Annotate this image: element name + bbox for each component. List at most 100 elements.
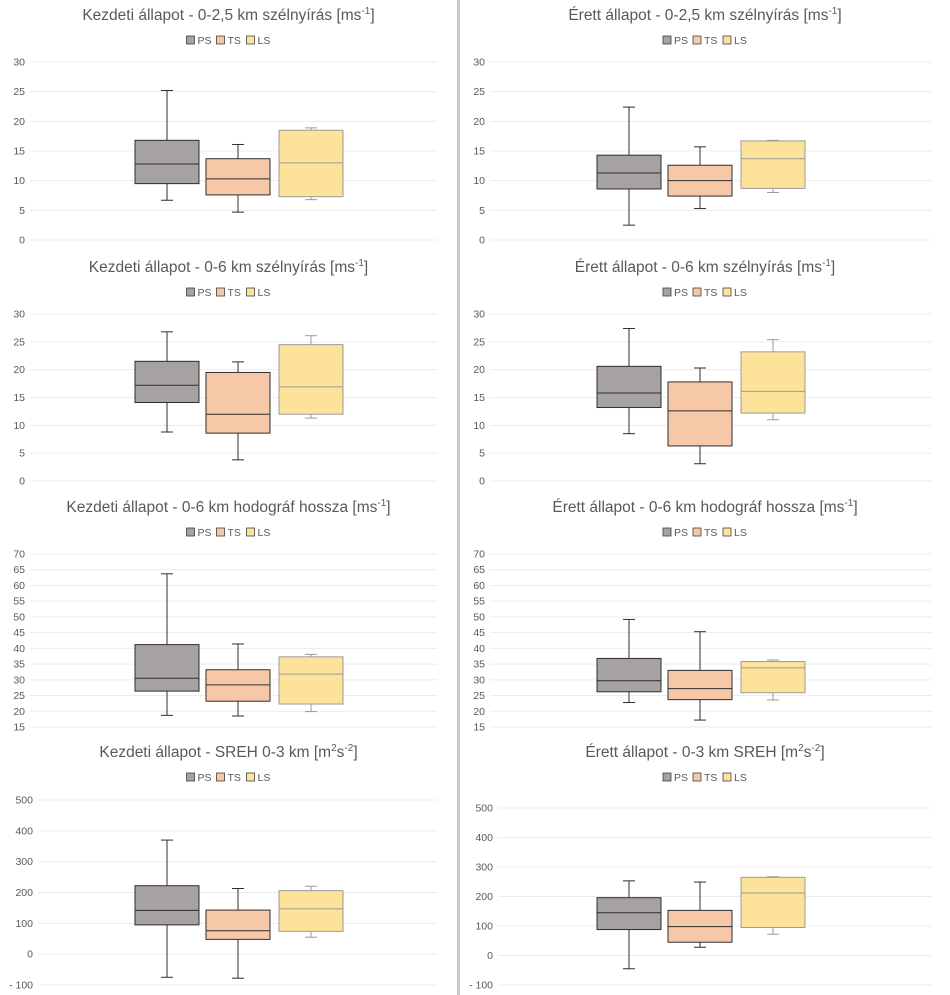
y-tick-label: 5 — [479, 205, 485, 217]
box-body — [205, 371, 271, 434]
legend-swatch-ts — [216, 772, 225, 782]
y-tick-label: 0 — [487, 950, 493, 962]
box-ts — [667, 881, 733, 948]
y-tick-label: 0 — [27, 949, 33, 961]
legend-label-ps: PS — [198, 35, 212, 47]
y-tick-label: 25 — [13, 86, 25, 98]
box-body — [134, 885, 200, 926]
box-ps — [596, 106, 662, 226]
y-tick-label: 60 — [13, 580, 25, 592]
legend: PS TS LS — [186, 287, 271, 299]
box-ps — [134, 839, 200, 978]
box-chart-2: Érett állapot - 0-2,5 km szélnyírás [ms-… — [473, 6, 932, 247]
box-chart-6: Érett állapot - 0-6 km hodográf hossza [… — [473, 498, 932, 734]
box-ls — [278, 885, 344, 938]
legend-swatch-ps — [186, 287, 195, 297]
legend-label-ts: TS — [228, 35, 241, 47]
box-body — [134, 644, 200, 692]
y-tick-label: 20 — [13, 116, 25, 128]
y-tick-label: 30 — [13, 57, 25, 69]
legend-swatch-ts — [216, 527, 225, 537]
legend-label-ls: LS — [258, 527, 271, 539]
legend-swatch-ls — [722, 772, 732, 782]
box-ts — [205, 143, 271, 213]
y-tick-label: 35 — [13, 659, 25, 671]
box-body — [134, 139, 200, 185]
y-tick-label: 400 — [475, 832, 493, 844]
legend: PS TS LS — [662, 287, 747, 299]
y-tick-label: 200 — [15, 887, 33, 899]
box-body — [278, 129, 344, 198]
y-tick-label: - 100 — [469, 980, 493, 992]
legend-label-ls: LS — [258, 287, 271, 299]
y-tick-label: 0 — [479, 235, 485, 247]
y-tick-label: 500 — [475, 803, 493, 815]
legend-label-ts: TS — [228, 772, 241, 784]
legend-swatch-ts — [692, 527, 702, 537]
legend-swatch-ps — [186, 527, 195, 537]
y-tick-label: 15 — [473, 392, 485, 404]
box-body — [278, 344, 344, 415]
box-ls — [278, 127, 344, 201]
legend-swatch-ps — [186, 35, 195, 45]
box-ls — [740, 659, 806, 701]
box-ps — [596, 327, 662, 435]
box-body — [134, 360, 200, 404]
box-chart-5: Kezdeti állapot - 0-6 km hodográf hossza… — [13, 498, 437, 734]
y-tick-label: - 100 — [9, 980, 33, 992]
y-tick-label: 10 — [473, 175, 485, 187]
y-tick-label: 5 — [479, 448, 485, 460]
box-body — [205, 158, 271, 196]
y-tick-label: 300 — [15, 856, 33, 868]
y-tick-label: 25 — [473, 336, 485, 348]
legend-swatch-ts — [692, 35, 702, 45]
chart-title: Érett állapot - 0-6 km szélnyírás [ms-1] — [575, 258, 835, 276]
box-body — [205, 909, 271, 940]
box-ps — [134, 573, 200, 716]
box-ts — [205, 887, 271, 979]
legend-swatch-ts — [692, 772, 702, 782]
legend-swatch-ls — [246, 287, 255, 297]
legend-label-ls: LS — [734, 287, 747, 299]
legend-label-ts: TS — [704, 35, 717, 47]
y-tick-label: 0 — [19, 476, 25, 488]
box-ps — [134, 89, 200, 201]
legend-label-ps: PS — [674, 35, 688, 47]
legend: PS TS LS — [186, 772, 270, 784]
y-tick-label: 20 — [473, 706, 485, 718]
legend: PS TS LS — [662, 772, 747, 784]
box-chart-4: Érett állapot - 0-6 km szélnyírás [ms-1]… — [473, 258, 932, 488]
legend-swatch-ps — [662, 287, 672, 297]
y-tick-label: 65 — [13, 564, 25, 576]
legend: PS TS LS — [662, 35, 747, 47]
y-tick-label: 10 — [13, 175, 25, 187]
legend-label-ts: TS — [704, 287, 717, 299]
y-tick-label: 25 — [473, 690, 485, 702]
chart-title: Kezdeti állapot - 0-6 km hodográf hossza… — [66, 498, 390, 516]
legend-label-ps: PS — [674, 527, 688, 539]
box-ps — [596, 880, 662, 970]
legend-label-ps: PS — [674, 772, 688, 784]
box-ts — [667, 146, 733, 210]
y-tick-label: 50 — [13, 611, 25, 623]
box-body — [278, 656, 344, 705]
legend-label-ls: LS — [734, 35, 747, 47]
y-tick-label: 30 — [473, 674, 485, 686]
y-tick-label: 70 — [473, 549, 485, 561]
box-body — [740, 140, 806, 189]
legend-swatch-ls — [246, 527, 255, 537]
y-tick-label: 40 — [473, 643, 485, 655]
y-tick-label: 20 — [13, 706, 25, 718]
y-tick-label: 30 — [473, 309, 485, 321]
chart-title: Kezdeti állapot - 0-2,5 km szélnyírás [m… — [82, 6, 374, 24]
legend-swatch-ls — [722, 287, 732, 297]
box-chart-3: Kezdeti állapot - 0-6 km szélnyírás [ms-… — [13, 258, 437, 488]
y-tick-label: 15 — [473, 722, 485, 734]
chart-title: Kezdeti állapot - 0-6 km szélnyírás [ms-… — [89, 258, 368, 276]
box-ps — [596, 618, 662, 703]
y-tick-label: 20 — [13, 364, 25, 376]
legend-label-ps: PS — [674, 287, 688, 299]
y-tick-label: 35 — [473, 659, 485, 671]
chart-title: Kezdeti állapot - SREH 0-3 km [m2s-2] — [99, 743, 357, 761]
